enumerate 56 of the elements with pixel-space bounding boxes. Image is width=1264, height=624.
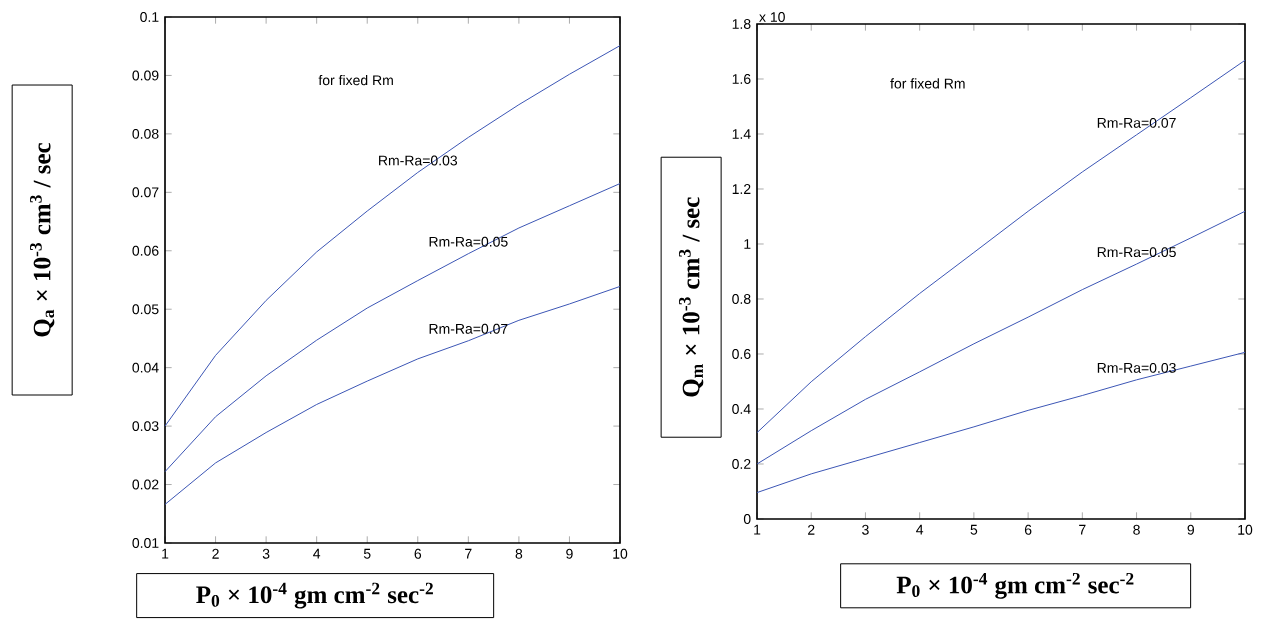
x-tick-label: 2 xyxy=(808,524,815,535)
y-tick-label: 0.09 xyxy=(132,70,159,81)
x-tick-label: 5 xyxy=(363,548,371,559)
x-tick-label: 7 xyxy=(465,548,472,559)
y-tick-label: 0.2 xyxy=(732,459,751,469)
y-tick-label: 0.8 xyxy=(732,294,751,304)
annotation: Rm-Ra=0.03 xyxy=(379,155,458,166)
x-tick-label: 9 xyxy=(1187,524,1195,535)
y-tick-label: 0.08 xyxy=(132,128,159,139)
x-tick-label: 6 xyxy=(1024,524,1032,535)
x-tick-label: 4 xyxy=(916,524,924,535)
x-axis-title: P$_{0}$ × 10$^{-4}$ gm cm$^{-2}$ sec$^{-2}$ xyxy=(896,572,1134,599)
y-tick-label: 0.4 xyxy=(732,404,751,414)
y-tick-label: 1.8 xyxy=(732,19,751,29)
x-tick-label: 10 xyxy=(1238,524,1253,535)
x-tick-label: 5 xyxy=(970,524,978,535)
line-series xyxy=(164,183,621,473)
x-tick-label: 1 xyxy=(162,548,169,559)
y-tick-label: 0 xyxy=(743,514,751,524)
x-tick-label: 4 xyxy=(313,548,321,559)
annotation: Rm-Ra=0.07 xyxy=(1097,117,1176,128)
x-tick-label: 6 xyxy=(414,548,422,559)
y-tick-label: 1 xyxy=(744,239,751,249)
line-series xyxy=(756,210,1246,465)
line-series xyxy=(756,59,1246,434)
annotation: Rm-Ra=0.03 xyxy=(1097,362,1176,373)
y-axis-title: Q$_{m}$ × 10$^{-3}$ cm$^{3}$ / sec xyxy=(678,197,704,397)
annotation: for fixed Rm xyxy=(890,78,965,89)
x-tick-label: 9 xyxy=(566,548,573,559)
x-tick-label: 1 xyxy=(754,524,761,535)
text: x 10 xyxy=(759,12,785,22)
line-series xyxy=(164,285,621,505)
y-tick-label: 0.06 xyxy=(132,245,159,256)
x-tick-label: 7 xyxy=(1079,524,1086,535)
x-tick-label: 2 xyxy=(212,548,219,559)
y-tick-label: 0.07 xyxy=(132,187,159,198)
line-series xyxy=(164,45,621,427)
y-tick-label: 0.05 xyxy=(132,304,159,315)
line-series xyxy=(756,351,1246,494)
y-tick-label: 0.04 xyxy=(132,362,159,373)
y-tick-label: 1.6 xyxy=(732,74,751,84)
y-tick-label: 0.03 xyxy=(132,421,159,432)
x-tick-label: 8 xyxy=(1133,524,1140,535)
y-axis-title: Q$_{a}$ × 10$^{-3}$ cm$^{3}$ / sec xyxy=(29,142,55,337)
x-axis-title: P$_{0}$ × 10$^{-4}$ gm cm$^{-2}$ sec$^{-2}$ xyxy=(196,582,433,609)
x-tick-label: 10 xyxy=(613,548,628,559)
x-tick-label: 3 xyxy=(262,548,270,559)
y-tick-label: 1.4 xyxy=(732,129,751,139)
y-tick-label: 1.2 xyxy=(732,184,751,194)
x-tick-label: 3 xyxy=(862,524,869,535)
y-tick-label: 0.01 xyxy=(132,538,159,548)
y-tick-label: 0.02 xyxy=(132,479,159,490)
annotation: for fixed Rm xyxy=(318,74,393,86)
y-tick-label: 0.1 xyxy=(140,12,159,22)
x-tick-label: 8 xyxy=(515,548,523,559)
y-tick-label: 0.6 xyxy=(732,349,751,359)
